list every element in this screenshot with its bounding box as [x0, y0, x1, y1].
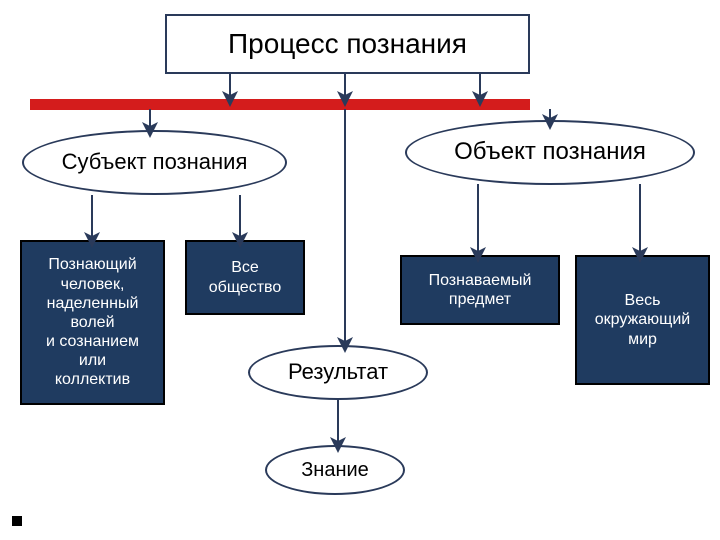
accent-bar	[30, 99, 530, 110]
knowing-person-text: Познающийчеловек,наделенныйволейи сознан…	[46, 255, 139, 389]
subject-label: Субъект познания	[62, 149, 248, 175]
corner-marker	[12, 516, 22, 526]
knowable-subject-text: Познаваемыйпредмет	[429, 271, 532, 309]
knowledge-label: Знание	[301, 458, 369, 482]
object-ellipse: Объект познания	[405, 120, 695, 185]
result-label: Результат	[288, 359, 388, 385]
title-box: Процесс познания	[165, 14, 530, 74]
object-label: Объект познания	[454, 138, 646, 167]
knowledge-ellipse: Знание	[265, 445, 405, 495]
subject-ellipse: Субъект познания	[22, 130, 287, 195]
result-ellipse: Результат	[248, 345, 428, 400]
whole-world-box: Весьокружающиймир	[575, 255, 710, 385]
society-box: Всеобщество	[185, 240, 305, 315]
title-text: Процесс познания	[228, 27, 467, 61]
whole-world-text: Весьокружающиймир	[595, 291, 690, 349]
knowing-person-box: Познающийчеловек,наделенныйволейи сознан…	[20, 240, 165, 405]
knowable-subject-box: Познаваемыйпредмет	[400, 255, 560, 325]
society-text: Всеобщество	[209, 258, 282, 296]
